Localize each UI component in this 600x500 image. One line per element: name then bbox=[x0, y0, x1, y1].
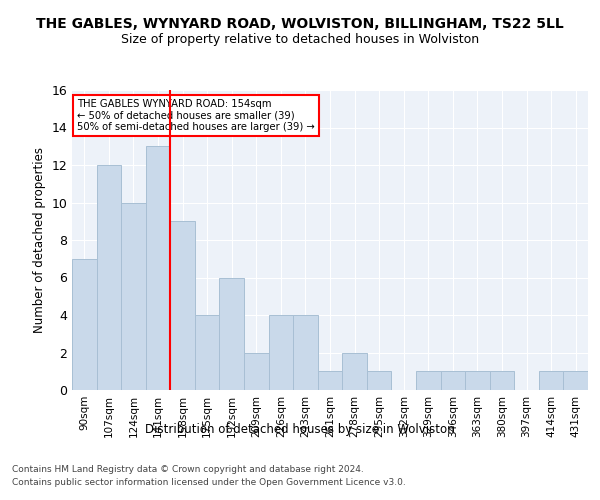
Bar bbox=[72, 259, 97, 390]
Bar bbox=[416, 371, 440, 390]
Bar bbox=[318, 371, 342, 390]
Bar bbox=[269, 315, 293, 390]
Bar bbox=[342, 352, 367, 390]
Bar bbox=[490, 371, 514, 390]
Bar bbox=[367, 371, 391, 390]
Bar bbox=[97, 165, 121, 390]
Bar bbox=[563, 371, 588, 390]
Text: THE GABLES, WYNYARD ROAD, WOLVISTON, BILLINGHAM, TS22 5LL: THE GABLES, WYNYARD ROAD, WOLVISTON, BIL… bbox=[36, 18, 564, 32]
Text: Contains HM Land Registry data © Crown copyright and database right 2024.: Contains HM Land Registry data © Crown c… bbox=[12, 466, 364, 474]
Bar bbox=[170, 221, 195, 390]
Text: THE GABLES WYNYARD ROAD: 154sqm
← 50% of detached houses are smaller (39)
50% of: THE GABLES WYNYARD ROAD: 154sqm ← 50% of… bbox=[77, 99, 315, 132]
Bar bbox=[440, 371, 465, 390]
Bar bbox=[121, 202, 146, 390]
Bar bbox=[539, 371, 563, 390]
Text: Contains public sector information licensed under the Open Government Licence v3: Contains public sector information licen… bbox=[12, 478, 406, 487]
Bar bbox=[293, 315, 318, 390]
Bar bbox=[465, 371, 490, 390]
Bar bbox=[220, 278, 244, 390]
Y-axis label: Number of detached properties: Number of detached properties bbox=[33, 147, 46, 333]
Bar bbox=[244, 352, 269, 390]
Bar bbox=[146, 146, 170, 390]
Text: Distribution of detached houses by size in Wolviston: Distribution of detached houses by size … bbox=[145, 422, 455, 436]
Text: Size of property relative to detached houses in Wolviston: Size of property relative to detached ho… bbox=[121, 32, 479, 46]
Bar bbox=[195, 315, 220, 390]
